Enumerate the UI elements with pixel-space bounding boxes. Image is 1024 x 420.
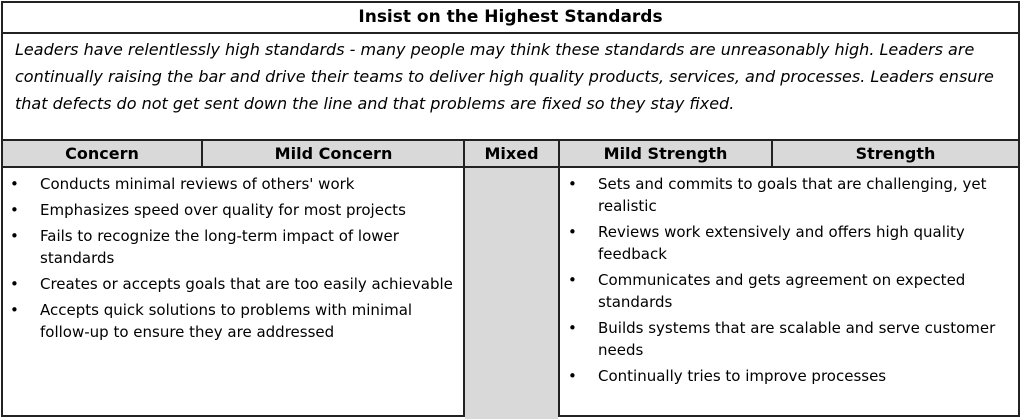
column-header-mixed: Mixed <box>484 144 539 163</box>
strength-behaviors-list: • Sets and commits to goals that are chal… <box>561 173 1001 391</box>
principle-description: Leaders have relentlessly high standards… <box>15 40 994 113</box>
list-item: • Builds systems that are scalable and se… <box>568 319 996 359</box>
mixed-column-cell <box>465 168 558 419</box>
column-header-mild-concern: Mild Concern <box>274 144 393 163</box>
list-item: • Emphasizes speed over quality for most … <box>10 201 406 219</box>
header-divider <box>201 141 203 166</box>
bullet-icon: • <box>10 227 19 245</box>
bullet-icon: • <box>10 201 19 219</box>
rating-header-row: Concern Mild Concern Mixed Mild Strength… <box>3 139 1018 168</box>
column-header-concern: Concern <box>65 144 139 163</box>
column-divider-left <box>463 139 465 417</box>
concern-behaviors-list: • Conducts minimal reviews of others' wor… <box>3 173 453 347</box>
column-divider-right <box>558 139 560 417</box>
list-item: • Sets and commits to goals that are chal… <box>568 175 987 215</box>
bullet-icon: • <box>568 223 577 241</box>
bullet-icon: • <box>568 319 577 337</box>
list-item: • Communicates and gets agreement on expe… <box>568 271 966 311</box>
column-header-strength: Strength <box>855 144 936 163</box>
bullet-icon: • <box>568 175 577 193</box>
column-header-mild-strength: Mild Strength <box>603 144 728 163</box>
bullet-icon: • <box>568 271 577 289</box>
list-item: • Accepts quick solutions to problems wit… <box>10 301 413 341</box>
list-item: • Reviews work extensively and offers hig… <box>568 223 965 263</box>
bullet-icon: • <box>568 367 577 385</box>
bullet-icon: • <box>10 175 19 193</box>
list-item: • Continually tries to improve processes <box>568 367 887 385</box>
list-item: • Fails to recognize the long-term impact… <box>10 227 399 267</box>
bullet-icon: • <box>10 275 19 293</box>
header-divider <box>771 141 773 166</box>
list-item: • Conducts minimal reviews of others' wor… <box>10 175 355 193</box>
table-title: Insist on the Highest Standards <box>3 3 1018 34</box>
bullet-icon: • <box>10 301 19 319</box>
list-item: • Creates or accepts goals that are too e… <box>10 275 453 293</box>
